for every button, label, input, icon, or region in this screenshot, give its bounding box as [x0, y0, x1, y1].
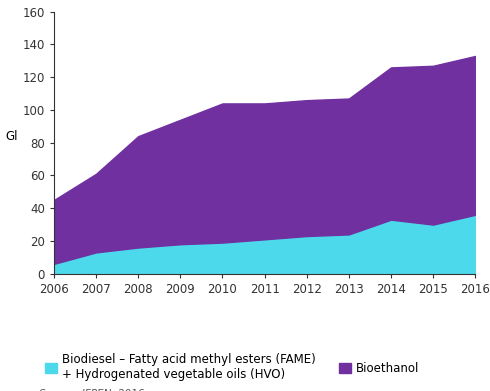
Text: Source: IFPEN, 2016: Source: IFPEN, 2016: [39, 389, 145, 391]
Legend: Biodiesel – Fatty acid methyl esters (FAME)
+ Hydrogenated vegetable oils (HVO),: Biodiesel – Fatty acid methyl esters (FA…: [45, 353, 419, 381]
Y-axis label: Gl: Gl: [5, 130, 18, 143]
